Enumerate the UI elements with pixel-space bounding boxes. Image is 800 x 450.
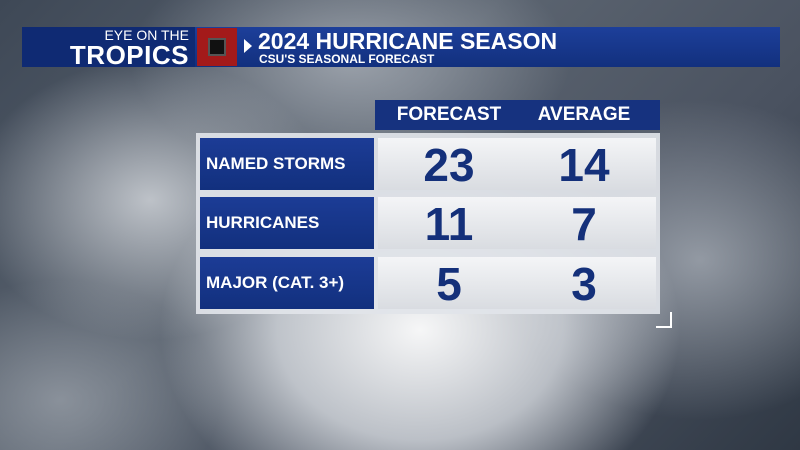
forecast-value: 5 <box>436 258 462 310</box>
row-label: HURRICANES <box>200 197 374 249</box>
column-header: FORECAST <box>396 104 502 125</box>
column-header-bar <box>375 100 660 130</box>
column-header: AVERAGE <box>537 104 631 125</box>
kicker-bottom: TROPICS <box>69 40 189 70</box>
value-cell <box>378 197 656 249</box>
value-cell <box>378 138 656 190</box>
average-value: 14 <box>558 139 610 191</box>
average-value: 3 <box>571 258 597 310</box>
value-cell <box>378 257 656 309</box>
corner-bracket <box>656 312 672 328</box>
logo-icon <box>197 28 237 66</box>
row-label: NAMED STORMS <box>200 138 374 190</box>
show-logo: EYE ON THE TROPICS <box>22 27 195 70</box>
average-value: 7 <box>571 198 597 250</box>
forecast-value: 23 <box>423 139 475 191</box>
arrow <box>244 39 252 53</box>
forecast-value: 11 <box>424 198 474 250</box>
title: 2024 HURRICANE SEASON <box>258 28 558 54</box>
logo-square <box>208 38 226 56</box>
kicker-top: EYE ON THE <box>104 27 189 43</box>
subtitle: CSU'S SEASONAL FORECAST <box>259 52 435 66</box>
row-label: MAJOR (CAT. 3+) <box>200 257 374 309</box>
